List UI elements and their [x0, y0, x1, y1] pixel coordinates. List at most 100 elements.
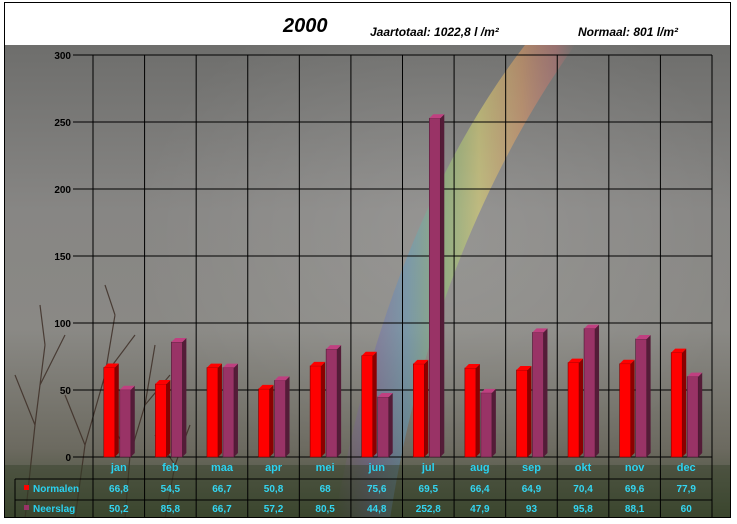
bar-side-normalen-mei [321, 361, 326, 457]
bar-normalen-aug [464, 367, 477, 458]
bar-normalen-okt [567, 362, 580, 458]
bar-normalen-feb [155, 383, 167, 458]
data-value-normalen: 64,9 [522, 484, 542, 495]
data-value-normalen: 70,4 [573, 484, 593, 495]
category-label: maa [211, 462, 234, 474]
category-label: dec [677, 462, 696, 474]
data-value-neerslag: 85,8 [161, 504, 181, 515]
chart-header: 2000 Jaartotaal: 1022,8 l /m² Normaal: 8… [5, 3, 730, 45]
bar-neerslag-maa [222, 367, 235, 458]
bar-side-neerslag-jul [440, 114, 445, 458]
bar-side-neerslag-jun [388, 392, 393, 457]
bar-normalen-jan [103, 367, 116, 458]
bar-side-neerslag-sep [543, 328, 548, 457]
bar-top-normalen-jun [361, 351, 377, 356]
bar-side-normalen-nov [630, 359, 635, 457]
category-label: mei [316, 462, 335, 474]
data-value-normalen: 66,4 [470, 484, 490, 495]
legend-label-normalen: Normalen [33, 484, 79, 495]
bar-normalen-apr [258, 388, 270, 458]
data-value-normalen: 75,6 [367, 484, 387, 495]
bar-top-normalen-aug [464, 364, 480, 369]
data-value-normalen: 66,8 [109, 484, 129, 495]
bar-normalen-jun [361, 355, 374, 458]
bar-side-normalen-apr [269, 384, 274, 457]
bar-side-normalen-feb [166, 379, 171, 457]
bar-top-normalen-jul [413, 359, 429, 364]
year-total-label: Jaartotaal: 1022,8 l /m² [370, 25, 499, 39]
bar-normalen-dec [670, 352, 683, 458]
bar-top-neerslag-okt [584, 324, 600, 329]
bar-normalen-sep [516, 369, 528, 458]
bar-side-neerslag-mei [337, 345, 342, 457]
category-label: nov [625, 462, 645, 474]
category-label: jun [367, 462, 385, 474]
category-label: apr [265, 462, 283, 474]
bar-side-neerslag-jan [130, 385, 135, 457]
bar-neerslag-okt [583, 328, 596, 458]
bar-top-normalen-dec [671, 348, 687, 353]
bar-neerslag-apr [274, 380, 286, 458]
data-value-neerslag: 44,8 [367, 504, 387, 515]
bar-top-normalen-nov [619, 359, 635, 364]
data-value-normalen: 66,7 [212, 484, 232, 495]
bar-neerslag-sep [532, 332, 544, 458]
y-tick-label: 0 [65, 453, 71, 464]
data-value-normalen: 54,5 [161, 484, 181, 495]
bar-side-normalen-jun [372, 351, 377, 457]
bar-top-neerslag-feb [171, 338, 187, 343]
bar-neerslag-feb [171, 341, 183, 458]
y-tick-label: 100 [54, 319, 71, 330]
category-label: jul [421, 462, 435, 474]
y-tick-label: 300 [54, 51, 71, 62]
bar-top-neerslag-aug [480, 388, 496, 393]
bar-normalen-mei [309, 365, 322, 458]
bar-side-normalen-jul [424, 359, 429, 457]
data-value-neerslag: 93 [526, 504, 538, 515]
bar-side-normalen-maa [217, 363, 222, 457]
bar-top-neerslag-apr [274, 376, 290, 381]
data-value-normalen: 50,8 [264, 484, 284, 495]
y-axis-ticks: 0 50 100 150 200 250 300 [54, 51, 93, 464]
category-label: jan [110, 462, 127, 474]
bar-neerslag-aug [480, 392, 493, 458]
bar-neerslag-jan [119, 389, 132, 458]
bar-neerslag-mei [325, 348, 338, 458]
chart-title: 2000 [283, 15, 328, 37]
data-value-normalen: 69,6 [625, 484, 645, 495]
data-value-neerslag: 66,7 [212, 504, 232, 515]
category-label: aug [470, 462, 490, 474]
data-value-neerslag: 47,9 [470, 504, 490, 515]
plot-background: 0 50 100 150 200 250 300 jan feb maa apr mei jun jul… [5, 45, 730, 517]
legend-swatch-normalen [24, 485, 29, 490]
bar-side-normalen-okt [579, 358, 584, 457]
bar-side-neerslag-dec [698, 372, 703, 457]
legend-label-neerslag: Neerslag [33, 504, 75, 515]
bar-neerslag-jul [428, 117, 441, 458]
bar-normalen-jul [412, 363, 425, 458]
normal-total-label: Normaal: 801 l/m² [578, 25, 679, 39]
bar-side-normalen-sep [527, 366, 532, 457]
bar-top-normalen-feb [155, 379, 171, 384]
bar-top-normalen-apr [258, 384, 274, 389]
data-value-normalen: 77,9 [676, 484, 696, 495]
chart-svg: 0 50 100 150 200 250 300 jan feb maa apr mei jun jul… [14, 51, 713, 517]
bar-top-neerslag-jul [429, 114, 445, 119]
data-value-neerslag: 50,2 [109, 504, 129, 515]
data-value-normalen: 69,5 [419, 484, 439, 495]
bar-top-normalen-mei [310, 361, 326, 366]
data-value-neerslag: 80,5 [315, 504, 335, 515]
bar-top-normalen-sep [516, 366, 532, 371]
bar-top-neerslag-maa [222, 363, 238, 368]
bar-side-normalen-aug [475, 364, 480, 457]
legend-swatch-neerslag [24, 505, 29, 510]
data-table: jan feb maa apr mei jun jul aug sep okt nov dec Norm… [14, 462, 712, 517]
category-label: sep [522, 462, 541, 474]
data-value-neerslag: 95,8 [573, 504, 593, 515]
bar-top-neerslag-dec [687, 372, 703, 377]
bar-normalen-maa [206, 367, 219, 458]
bar-side-neerslag-okt [595, 324, 600, 457]
data-value-neerslag: 60 [681, 504, 693, 515]
y-tick-label: 50 [60, 386, 72, 397]
category-label: okt [575, 462, 592, 474]
